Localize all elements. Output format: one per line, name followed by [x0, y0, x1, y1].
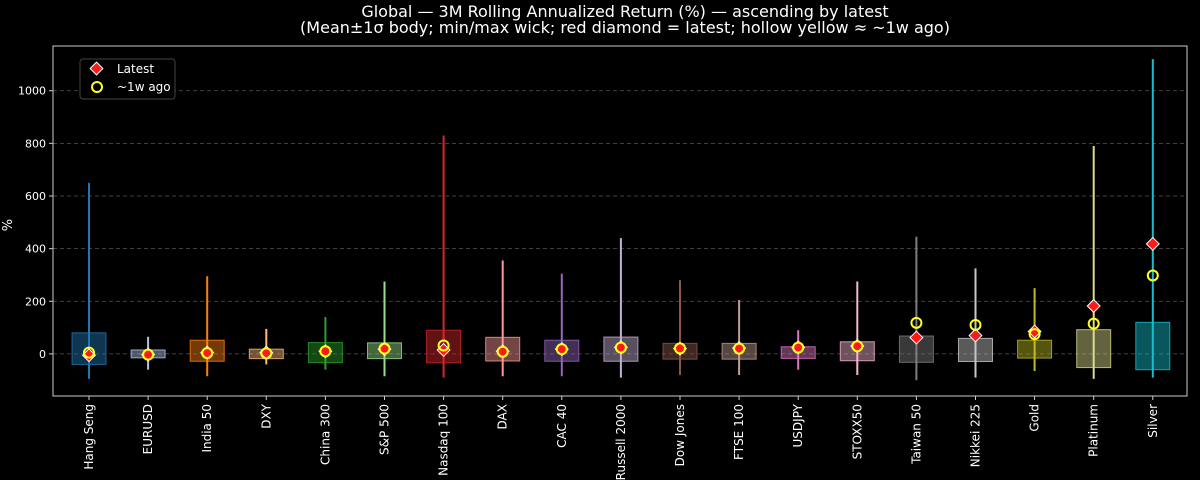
y-tick-label: 0 — [39, 348, 46, 361]
x-tick-label: Dow Jones — [673, 404, 687, 466]
box-layer — [71, 59, 1171, 381]
week-ago-marker — [1087, 317, 1100, 330]
x-tick-label: Nasdaq 100 — [437, 404, 451, 476]
week-ago-marker — [792, 341, 805, 354]
week-ago-marker — [674, 342, 686, 355]
box-body — [1076, 329, 1112, 369]
axis-layer: 0 200 400 600 800 1000 Hang Seng EURUSD India 50… — [18, 85, 1160, 480]
x-tick-label: S&P 500 — [378, 404, 392, 455]
legend: Latest ~1w ago — [79, 58, 176, 100]
y-tick-label: 400 — [25, 243, 46, 256]
week-ago-marker — [614, 341, 627, 354]
x-tick-label: Platinum — [1087, 404, 1101, 457]
week-ago-marker — [142, 348, 155, 361]
box-body — [1135, 321, 1171, 371]
chart-title: Global — 3M Rolling Annualized Return (%… — [361, 2, 888, 21]
x-tick-label: India 50 — [200, 404, 214, 453]
week-ago-marker — [1028, 328, 1041, 341]
week-ago-marker — [201, 347, 214, 360]
legend-latest-icon — [89, 61, 104, 76]
week-ago-marker — [319, 345, 332, 358]
y-tick-label: 600 — [25, 190, 46, 203]
y-axis-label: % — [1, 219, 16, 231]
y-tick-label: 800 — [25, 137, 46, 150]
x-tick-label: STOXX50 — [850, 404, 864, 459]
week-ago-marker — [260, 347, 273, 360]
plot-frame — [52, 45, 1188, 397]
latest-marker — [1086, 298, 1101, 314]
latest-marker — [1027, 324, 1042, 339]
week-ago-marker — [496, 345, 509, 358]
week-ago-marker — [437, 339, 450, 352]
week-ago-marker — [910, 316, 923, 329]
latest-marker — [1145, 236, 1160, 251]
marker-layer — [81, 236, 1160, 363]
x-tick-label: Russell 2000 — [614, 404, 628, 480]
x-tick-label: EURUSD — [141, 404, 155, 454]
latest-marker — [968, 328, 983, 343]
week-ago-marker — [378, 342, 391, 355]
legend-latest-label: Latest — [117, 62, 154, 76]
x-tick-label: Taiwan 50 — [909, 404, 923, 465]
x-tick-label: Gold — [1028, 404, 1042, 432]
legend-box — [79, 58, 176, 100]
y-tick-label: 1000 — [18, 85, 46, 98]
week-ago-marker — [83, 346, 95, 359]
x-tick-label: CAC 40 — [555, 404, 569, 448]
chart-subtitle: (Mean±1σ body; min/max wick; red diamond… — [300, 18, 950, 37]
x-tick-label: FTSE 100 — [732, 404, 746, 460]
latest-marker — [81, 348, 97, 363]
box-body — [1017, 339, 1053, 359]
week-ago-marker — [733, 342, 746, 355]
latest-marker — [909, 330, 924, 345]
week-ago-marker — [555, 343, 568, 356]
x-tick-label: DAX — [496, 404, 510, 429]
week-ago-marker — [851, 340, 864, 353]
x-tick-label: Nikkei 225 — [969, 404, 983, 467]
legend-week-ago-icon — [91, 81, 103, 93]
week-ago-marker — [969, 318, 982, 331]
legend-week-ago-label: ~1w ago — [117, 80, 171, 94]
y-tick-label: 200 — [25, 295, 46, 308]
x-tick-label: Hang Seng — [82, 404, 96, 470]
week-ago-marker — [1146, 269, 1159, 282]
x-tick-label: China 300 — [318, 404, 332, 465]
x-tick-label: USDJPY — [791, 403, 805, 447]
x-tick-label: DXY — [259, 403, 273, 428]
x-tick-label: Silver — [1146, 404, 1160, 438]
